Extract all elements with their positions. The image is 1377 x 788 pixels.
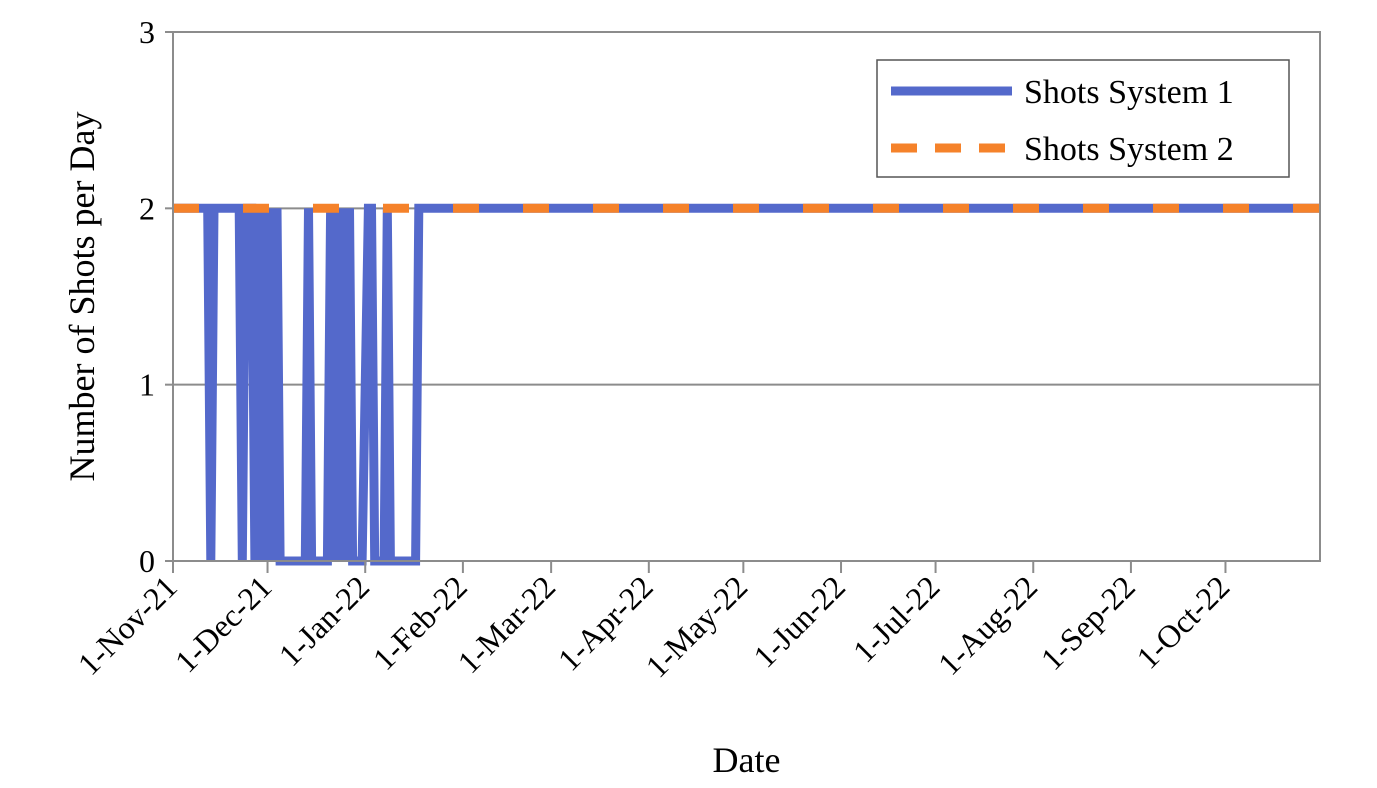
x-tick-label: 1-Jan-22	[272, 568, 377, 673]
x-tick-label: 1-Dec-21	[168, 568, 279, 679]
x-tick-label: 1-Jul-22	[846, 568, 947, 669]
legend: Shots System 1 Shots System 2	[876, 59, 1290, 178]
legend-label-shots-system-2: Shots System 2	[1024, 131, 1234, 168]
x-tick-label: 1-Aug-22	[931, 568, 1044, 681]
y-tick-label: 2	[139, 190, 155, 226]
x-tick-label: 1-May-22	[638, 568, 754, 684]
x-axis-title: Date	[713, 740, 781, 780]
y-axis-title: Number of Shots per Day	[62, 112, 102, 482]
legend-box	[876, 59, 1290, 178]
y-tick-label: 1	[139, 367, 155, 403]
legend-label-shots-system-1: Shots System 1	[1024, 74, 1234, 111]
x-tick-label: 1-Nov-21	[71, 568, 184, 681]
x-tick-label: 1-Oct-22	[1129, 568, 1236, 675]
x-tick-label: 1-Jun-22	[746, 568, 852, 674]
y-tick-label: 0	[139, 543, 155, 579]
x-tick-label: 1-Mar-22	[450, 568, 562, 680]
plot-area	[172, 31, 1321, 562]
y-tick-label: 3	[139, 14, 155, 50]
x-tick-label: 1-Sep-22	[1033, 568, 1141, 676]
